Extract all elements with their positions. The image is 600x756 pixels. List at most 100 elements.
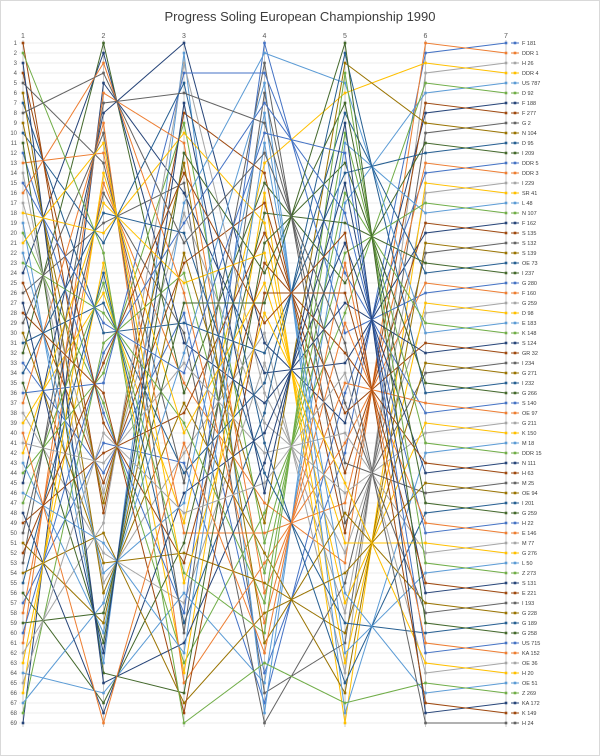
data-point-marker	[263, 261, 266, 265]
data-point-marker	[102, 241, 105, 245]
data-point-marker	[102, 151, 105, 155]
data-point-marker	[504, 311, 508, 315]
legend-key-marker	[513, 291, 517, 295]
data-point-marker	[504, 291, 508, 295]
legend-label: K 149	[522, 711, 536, 717]
data-point-marker	[102, 401, 105, 405]
data-point-marker	[424, 701, 427, 705]
legend-key-marker	[513, 171, 517, 175]
data-point-marker	[504, 701, 508, 705]
data-point-marker	[343, 511, 347, 515]
legend-label: DDR 1	[522, 51, 539, 57]
data-point-marker	[21, 221, 25, 225]
data-point-marker	[343, 691, 347, 695]
data-point-marker	[102, 341, 105, 345]
data-point-marker	[102, 431, 105, 435]
legend-label: G 258	[522, 631, 537, 637]
rank-axis-label: 24	[10, 271, 17, 277]
data-point-marker	[21, 181, 25, 185]
data-point-marker	[504, 381, 508, 385]
data-point-marker	[504, 521, 508, 525]
data-point-marker	[504, 221, 508, 225]
rank-axis-label: 3	[14, 61, 18, 67]
data-point-marker	[504, 201, 508, 205]
legend-key-marker	[513, 591, 517, 595]
race-axis-label: 4	[263, 33, 267, 40]
data-point-marker	[21, 691, 25, 695]
legend-key-marker	[513, 201, 517, 205]
data-point-marker	[21, 661, 25, 665]
data-point-marker	[102, 721, 105, 725]
legend-label: S 131	[522, 581, 536, 587]
legend-key-marker	[513, 421, 517, 425]
legend-label: OE 97	[522, 411, 538, 417]
data-point-marker	[21, 461, 25, 465]
data-point-marker	[263, 271, 266, 275]
data-point-marker	[343, 531, 347, 535]
legend-label: S 132	[522, 241, 536, 247]
data-point-marker	[504, 281, 508, 285]
data-point-marker	[424, 551, 427, 555]
rank-axis-label: 55	[10, 581, 17, 587]
data-point-marker	[343, 431, 347, 435]
legend-label: G 259	[522, 511, 537, 517]
data-point-marker	[102, 191, 105, 195]
data-point-marker	[21, 351, 25, 355]
data-point-marker	[424, 651, 427, 655]
data-point-marker	[424, 331, 427, 335]
rank-axis-label: 69	[10, 721, 17, 727]
legend-key-marker	[513, 571, 517, 575]
data-point-marker	[424, 681, 427, 685]
data-point-marker	[182, 41, 186, 45]
data-point-marker	[182, 211, 186, 215]
data-point-marker	[343, 241, 347, 245]
data-point-marker	[263, 171, 266, 175]
data-point-marker	[343, 131, 347, 135]
data-point-marker	[263, 531, 266, 535]
data-point-marker	[182, 241, 186, 245]
legend-label: F 277	[522, 111, 536, 117]
data-point-marker	[424, 311, 427, 315]
data-point-marker	[102, 601, 105, 605]
data-point-marker	[21, 501, 25, 505]
legend-key-marker	[513, 491, 517, 495]
data-point-marker	[102, 691, 105, 695]
data-point-marker	[263, 361, 266, 365]
data-point-marker	[182, 651, 186, 655]
legend-key-marker	[513, 391, 517, 395]
data-point-marker	[343, 301, 347, 305]
data-point-marker	[182, 341, 186, 345]
data-point-marker	[21, 411, 25, 415]
data-point-marker	[182, 321, 186, 325]
data-point-marker	[424, 481, 427, 485]
legend-label: G 228	[522, 611, 537, 617]
data-point-marker	[504, 551, 508, 555]
legend-key-marker	[513, 401, 517, 405]
rank-axis-label: 37	[10, 401, 17, 407]
data-point-marker	[263, 351, 266, 355]
data-point-marker	[263, 661, 266, 665]
legend-key-marker	[513, 381, 517, 385]
data-point-marker	[504, 371, 508, 375]
data-point-marker	[263, 441, 266, 445]
data-point-marker	[182, 571, 186, 575]
data-point-marker	[343, 601, 347, 605]
data-point-marker	[263, 601, 266, 605]
data-point-marker	[263, 431, 266, 435]
data-point-marker	[102, 701, 105, 705]
data-point-marker	[263, 621, 266, 625]
data-point-marker	[424, 611, 427, 615]
data-point-marker	[21, 241, 25, 245]
rank-axis-label: 28	[10, 311, 17, 317]
data-point-marker	[263, 301, 266, 305]
data-point-marker	[21, 561, 25, 565]
data-point-marker	[21, 521, 25, 525]
legend-label: Z 269	[522, 691, 536, 697]
data-point-marker	[343, 521, 347, 525]
rank-axis-label: 51	[10, 541, 17, 547]
rank-axis-label: 48	[10, 511, 17, 517]
rank-axis-label: 61	[10, 641, 17, 647]
rank-axis-label: 7	[14, 101, 18, 107]
legend-key-marker	[513, 121, 517, 125]
data-point-marker	[343, 561, 347, 565]
